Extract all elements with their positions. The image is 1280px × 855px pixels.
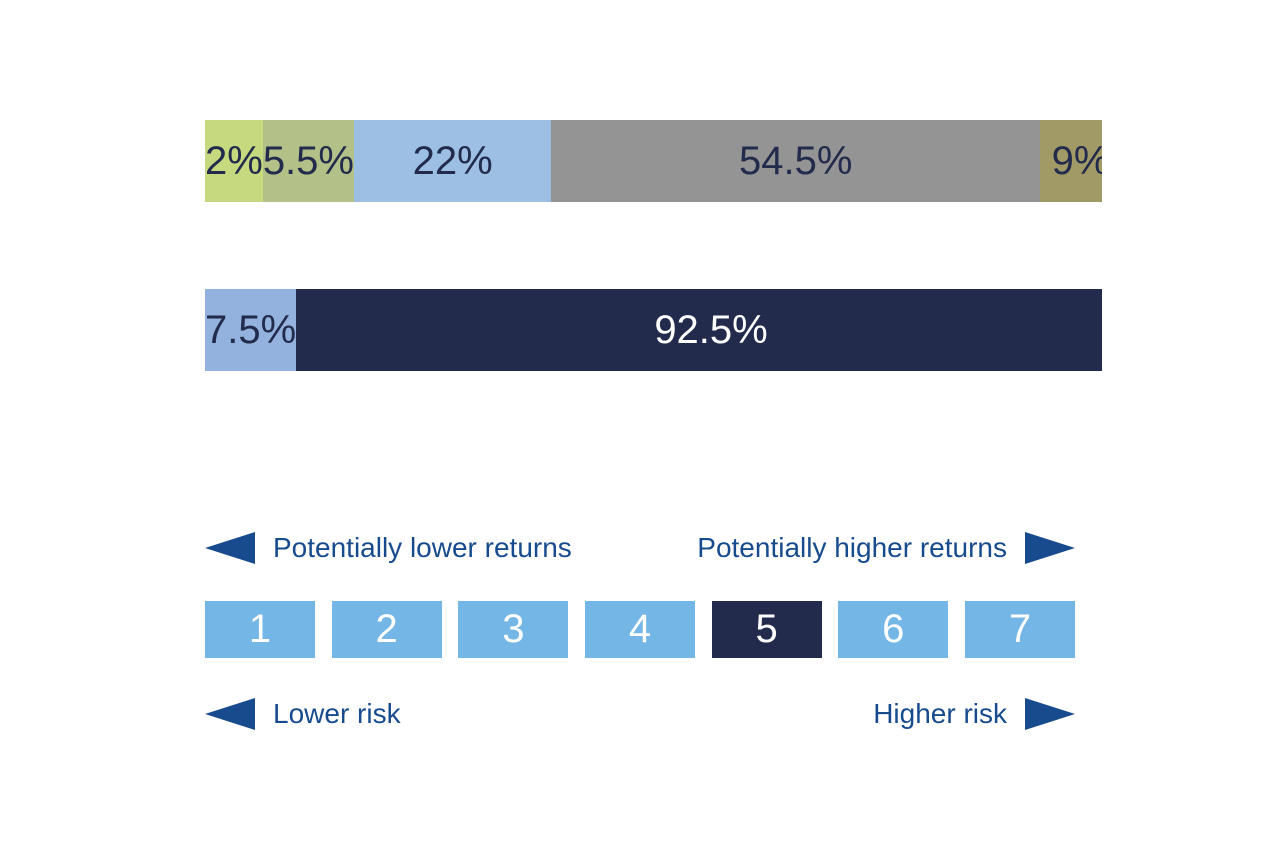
bar-segment: 5.5%	[262, 120, 354, 202]
lower-returns-label: Potentially lower returns	[273, 532, 572, 563]
right-arrow-icon	[1025, 532, 1075, 564]
risk-level-5: 5	[711, 601, 822, 658]
bar-segment: 22%	[353, 120, 552, 202]
bar-segment: 92.5%	[296, 289, 1102, 371]
higher-risk-label: Higher risk	[873, 698, 1007, 729]
left-arrow-icon	[205, 698, 255, 730]
right-arrow-icon	[1025, 698, 1075, 730]
allocation-bar-1: 2%5.5%22%54.5%9%7%	[205, 120, 1102, 202]
bar-segment: 7.5%	[205, 289, 297, 371]
risk-level-4: 4	[584, 601, 695, 658]
risk-level-2: 2	[331, 601, 442, 658]
bar-segment: 9%	[1040, 120, 1102, 202]
allocation-bar-2: 7.5% 92.5%	[205, 289, 1102, 371]
returns-row: Potentially lower returns Potentially hi…	[205, 528, 1075, 568]
bar-segment: 54.5%	[551, 120, 1041, 202]
risk-level-6: 6	[838, 601, 949, 658]
risk-level-7: 7	[964, 601, 1075, 658]
risk-level-1: 1	[205, 601, 315, 658]
risk-scale: 1 2 3 4 5 6 7	[205, 601, 1075, 658]
higher-returns-label: Potentially higher returns	[697, 532, 1007, 563]
lower-risk-label: Lower risk	[273, 698, 401, 729]
risk-row: Lower risk Higher risk	[205, 694, 1075, 734]
bar-segment: 2%	[205, 120, 263, 202]
risk-level-3: 3	[458, 601, 569, 658]
left-arrow-icon	[205, 532, 255, 564]
